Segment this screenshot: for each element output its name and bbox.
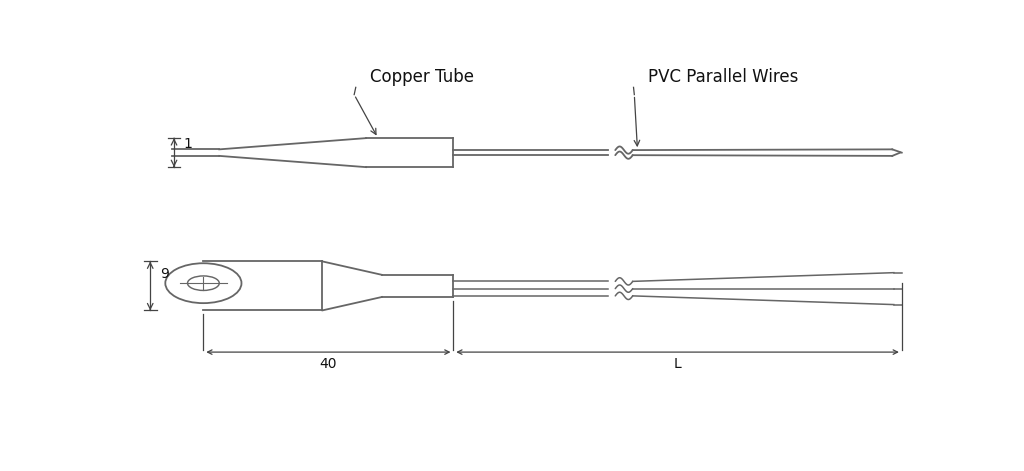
Text: 40: 40: [319, 357, 337, 371]
Text: 9: 9: [161, 267, 169, 281]
Text: Copper Tube: Copper Tube: [370, 67, 474, 86]
Text: PVC Parallel Wires: PVC Parallel Wires: [648, 67, 798, 86]
Text: L: L: [674, 357, 681, 371]
Text: 1: 1: [183, 137, 193, 151]
